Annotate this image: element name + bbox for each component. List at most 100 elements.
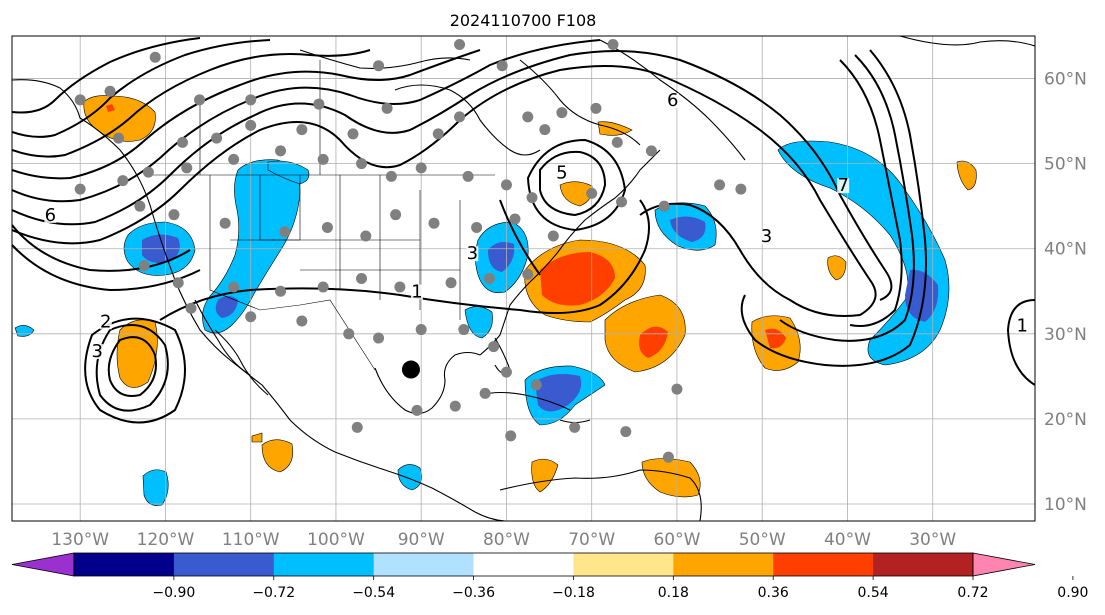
station-dot (415, 324, 427, 336)
longitude-tick-labels: 130°W 120°W 110°W 100°W 90°W 80°W 70°W 60°W 50°W… (51, 530, 956, 550)
station-dot (496, 60, 508, 72)
station-dot (228, 281, 240, 293)
station-dot (488, 341, 500, 353)
storm-center-marker (401, 360, 420, 379)
station-dot (522, 111, 534, 123)
station-dot (245, 311, 257, 323)
station-dot (185, 302, 197, 314)
lon-tick-label: 70°W (568, 530, 615, 550)
colorbar-tick-label: 0.72 (957, 585, 988, 601)
station-dot (317, 153, 329, 165)
lon-tick-label: 30°W (909, 530, 956, 550)
lat-tick-label: 10°N (1044, 495, 1087, 515)
station-dot (181, 162, 193, 174)
contour-label-bg (555, 165, 568, 181)
station-dot (500, 179, 512, 191)
lat-tick-label: 50°N (1044, 155, 1087, 175)
colorbar-tick-label: 0.18 (658, 585, 689, 601)
colorbar: −0.90 −0.72 −0.54 −0.36 −0.18 0.18 0.36 0.54 0.7… (11, 552, 1088, 601)
station-dot (671, 383, 683, 395)
contour-label: 7 (837, 175, 848, 196)
colorbar-tick-label: 0.36 (758, 585, 789, 601)
station-dot (228, 153, 240, 165)
station-dot (411, 404, 423, 416)
station-dot (245, 119, 257, 131)
station-dot (279, 226, 291, 238)
lon-tick-label: 60°W (653, 530, 700, 550)
station-dot (611, 136, 623, 148)
contour-label-bg (837, 178, 850, 194)
station-dot (390, 209, 402, 221)
station-dot (556, 107, 568, 119)
station-dot (509, 213, 521, 225)
station-dot (658, 200, 670, 212)
station-dot (714, 179, 726, 191)
station-dot (462, 170, 474, 182)
station-dot (735, 183, 747, 195)
lon-tick-label: 50°W (739, 530, 786, 550)
map-frame (11, 35, 1036, 522)
station-dot (547, 230, 559, 242)
station-dot (149, 51, 161, 63)
station-dot (373, 60, 385, 72)
station-dot (296, 315, 308, 327)
station-dot (449, 400, 461, 412)
station-dot (296, 124, 308, 136)
lon-tick-label: 40°W (824, 530, 871, 550)
contour-label-bg (410, 284, 423, 300)
station-dot (373, 332, 385, 344)
colorbar-tick-label: 0.90 (1057, 585, 1088, 601)
contour-label: 3 (92, 341, 103, 362)
station-dot (321, 221, 333, 233)
station-dot (356, 158, 368, 170)
station-dot (505, 430, 517, 442)
station-dot (479, 387, 491, 399)
contour-label-bg (760, 229, 773, 245)
station-dot (113, 132, 125, 144)
lat-tick-label: 30°N (1044, 325, 1087, 345)
station-dot (317, 281, 329, 293)
station-dot (134, 200, 146, 212)
contour-label-bg (91, 344, 104, 360)
colorbar-extend-min (11, 552, 75, 577)
station-dot (385, 170, 397, 182)
station-dot (471, 221, 483, 233)
station-dot (142, 166, 154, 178)
station-dot (662, 451, 674, 463)
colorbar-swatch (773, 553, 874, 576)
station-dot (500, 366, 512, 378)
contour-label: 6 (667, 90, 678, 111)
contour-label: 1 (411, 282, 422, 303)
colorbar-swatch (373, 553, 475, 576)
colorbar-tick-label: −0.18 (552, 585, 595, 601)
contour-label: 3 (467, 243, 478, 264)
station-dot (394, 281, 406, 293)
station-dot (356, 273, 368, 284)
colorbar-tick-label: −0.54 (352, 585, 395, 601)
lon-tick-label: 80°W (483, 530, 530, 550)
station-dot (415, 162, 427, 174)
station-dot (245, 94, 257, 106)
station-markers (74, 39, 747, 463)
station-dot (177, 136, 188, 148)
coastlines (12, 36, 1035, 521)
colorbar-extend-max (972, 552, 1036, 577)
station-dot (607, 39, 619, 51)
colorbar-tick-label: −0.90 (152, 585, 195, 601)
station-dot (275, 145, 287, 157)
station-dot (645, 145, 657, 157)
station-dot (445, 277, 457, 289)
station-dot (172, 277, 184, 289)
contour-label: 6 (45, 205, 56, 226)
colorbar-tick-label: −0.72 (252, 585, 295, 601)
station-dot (454, 39, 466, 51)
station-dot (313, 98, 325, 110)
station-dot (343, 328, 355, 340)
station-dot (275, 285, 287, 297)
station-dot (104, 85, 116, 97)
station-dot (522, 268, 534, 280)
station-dot (526, 192, 538, 204)
colorbar-swatch (673, 553, 774, 576)
station-dot (539, 124, 551, 136)
